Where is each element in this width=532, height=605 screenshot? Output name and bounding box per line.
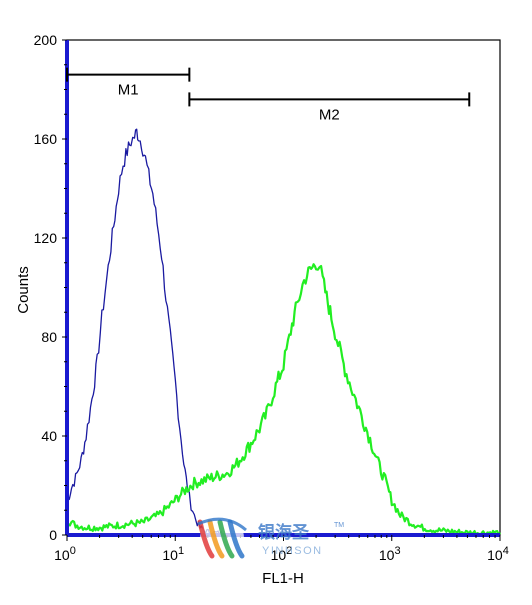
watermark-logo-stroke-4 bbox=[227, 519, 245, 559]
watermark-logo-arc bbox=[197, 517, 247, 532]
watermark-logo-stroke-1 bbox=[197, 519, 215, 559]
watermark-text-cn: 银海圣 bbox=[258, 522, 310, 542]
x-tick-label-3: 103 bbox=[379, 545, 401, 563]
x-tick-label-1: 101 bbox=[162, 545, 184, 563]
y-tick-label-5: 200 bbox=[34, 32, 58, 48]
y-tick-label-4: 160 bbox=[34, 131, 58, 147]
x-axis-label: FL1-H bbox=[262, 570, 304, 587]
histogram-series-2 bbox=[66, 263, 501, 537]
gate-marker-m1: M1 bbox=[66, 67, 191, 99]
x-tick-label-2: 102 bbox=[271, 545, 293, 563]
watermark-tm: TM bbox=[334, 522, 344, 529]
watermark-logo-stroke-3 bbox=[217, 519, 235, 559]
gate-marker-label: M1 bbox=[118, 82, 139, 99]
watermark-text-en: YINHSON bbox=[262, 545, 323, 557]
gate-marker-m2: M2 bbox=[188, 92, 471, 123]
brand-watermark: 银海圣 TM YINHSON bbox=[197, 516, 344, 560]
x-tick-label-0: 100 bbox=[54, 545, 76, 563]
y-tick-label-3: 120 bbox=[34, 230, 58, 246]
gate-marker-label: M2 bbox=[319, 106, 340, 123]
watermark-logo-stroke-2 bbox=[207, 519, 225, 559]
y-tick-label-1: 40 bbox=[41, 428, 57, 444]
y-axis-label: Counts bbox=[15, 266, 32, 314]
y-tick-label-0: 0 bbox=[49, 527, 57, 543]
y-tick-label-2: 80 bbox=[41, 329, 57, 345]
x-tick-label-4: 104 bbox=[487, 545, 509, 563]
